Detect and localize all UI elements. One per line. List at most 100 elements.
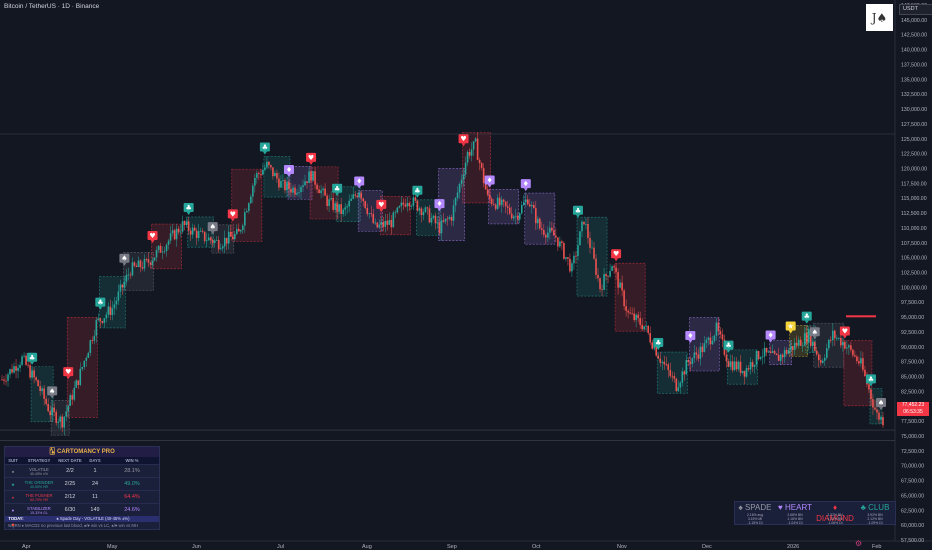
candle-body [655, 346, 658, 356]
candle-body [131, 262, 134, 276]
candle-body [215, 239, 218, 241]
zone-box [769, 340, 792, 365]
candle-body [306, 181, 308, 183]
y-tick-label: 85,000.00 [901, 375, 924, 381]
candle-body [280, 181, 282, 188]
candle-body [95, 319, 98, 336]
candle-body [35, 377, 37, 381]
candle-body [336, 203, 338, 212]
candle-body [107, 306, 110, 315]
settings-icon[interactable]: ⚙ [855, 539, 863, 548]
candle-body [878, 412, 880, 420]
candle-body [221, 246, 224, 249]
candle-body [111, 308, 114, 315]
candle-body [759, 357, 762, 360]
candle-body [187, 221, 190, 231]
candle-body [79, 368, 82, 385]
suit-stats: 2.68% BN 1.16% BN -1.04% DI [787, 513, 803, 525]
candle-body [785, 350, 788, 354]
candle-body [334, 203, 336, 210]
table-row: ♥ STABILIZER 15-33% GL 6/30 149 24.6% [5, 503, 159, 516]
candle-body [270, 165, 272, 168]
suit-marker [839, 326, 850, 336]
candle-body [551, 227, 553, 231]
candle-body [739, 361, 742, 373]
candle-body [729, 361, 732, 367]
candle-body [817, 354, 820, 361]
candle-body [219, 248, 222, 250]
candle-body [749, 362, 752, 370]
candle-body [408, 202, 411, 207]
candle-body [426, 207, 429, 209]
candle-body [707, 337, 710, 340]
strategy-sub: 40-50% HR [29, 484, 49, 489]
candle-body [617, 272, 619, 288]
candle-body [227, 231, 230, 244]
candle-body [699, 346, 702, 359]
candle-body [801, 345, 804, 347]
candle-body [661, 361, 664, 363]
candle-body [37, 380, 39, 387]
x-tick-label: Feb [872, 544, 881, 550]
y-tick-label: 97,500.00 [901, 300, 924, 306]
candle-body [735, 361, 738, 370]
candle-body [645, 325, 647, 327]
candle-body [581, 221, 583, 232]
candle-body [388, 220, 391, 225]
candle-body [565, 257, 567, 259]
suit-marker-tip [768, 339, 773, 343]
candle-body [199, 230, 202, 232]
candle-body [103, 318, 106, 323]
candle-body [569, 258, 571, 272]
last-price-value: 77,452.23 [901, 402, 925, 408]
candle-body [773, 351, 776, 354]
suit-marker-glyph: ♥ [842, 327, 848, 335]
candle-body [858, 361, 860, 364]
candle-body [23, 355, 25, 357]
y-tick-label: 100,000.00 [901, 285, 927, 291]
strategy-sub: 40-45% ±% [29, 471, 49, 476]
next-date-cell: 2/2 [66, 468, 74, 474]
candle-body [737, 361, 740, 370]
suit-marker-glyph: ♠ [210, 223, 216, 231]
candle-body [563, 243, 565, 259]
candle-body [731, 361, 734, 371]
y-tick-label: 75,000.00 [901, 434, 924, 440]
y-tick-label: 117,500.00 [901, 181, 927, 187]
candle-body [571, 263, 573, 272]
suit-marker [147, 231, 158, 241]
candle-body [577, 245, 579, 256]
candle-body [506, 206, 509, 208]
candle-body [378, 224, 381, 228]
strategy-cell: THE GRINDER 40-50% HR [21, 480, 57, 489]
strategy-cell: STABILIZER 15-33% GL [21, 506, 57, 515]
suit-marker-glyph: ♦ [356, 178, 362, 186]
table-row: ♦ THE PUSHER 60-70% HR 2/12 11 64.4% [5, 490, 159, 503]
candle-body [133, 262, 136, 266]
candle-body [797, 339, 800, 346]
candle-body [195, 230, 198, 238]
candle-body [524, 199, 527, 203]
suit-marker-tip [30, 361, 35, 365]
candle-body [864, 369, 866, 376]
candle-body [685, 359, 688, 375]
y-tick-label: 95,000.00 [901, 315, 924, 321]
candle-body [715, 322, 718, 336]
candle-body [585, 224, 587, 225]
candle-body [177, 228, 180, 233]
suit-marker [259, 142, 270, 152]
candle-body [360, 192, 363, 199]
candle-body [364, 201, 367, 208]
candle-body [346, 206, 348, 208]
table-title: 🂡 CARTOMANCY PRO [5, 447, 159, 457]
candle-body [593, 247, 595, 259]
candle-body [815, 350, 818, 355]
candle-body [105, 314, 108, 319]
candle-body [783, 350, 786, 358]
candle-body [514, 215, 517, 217]
today-row: TODAY: ♠ Spade Day - VOLATILE (40-45% ±%… [5, 516, 159, 522]
currency-selector[interactable]: USDT [899, 4, 932, 15]
candle-body [73, 387, 76, 400]
suits-legend: ♠ SPADE ♥ HEART ♦ DIAMOND ♣ CLUB 2.16% avg 3… [734, 501, 896, 525]
